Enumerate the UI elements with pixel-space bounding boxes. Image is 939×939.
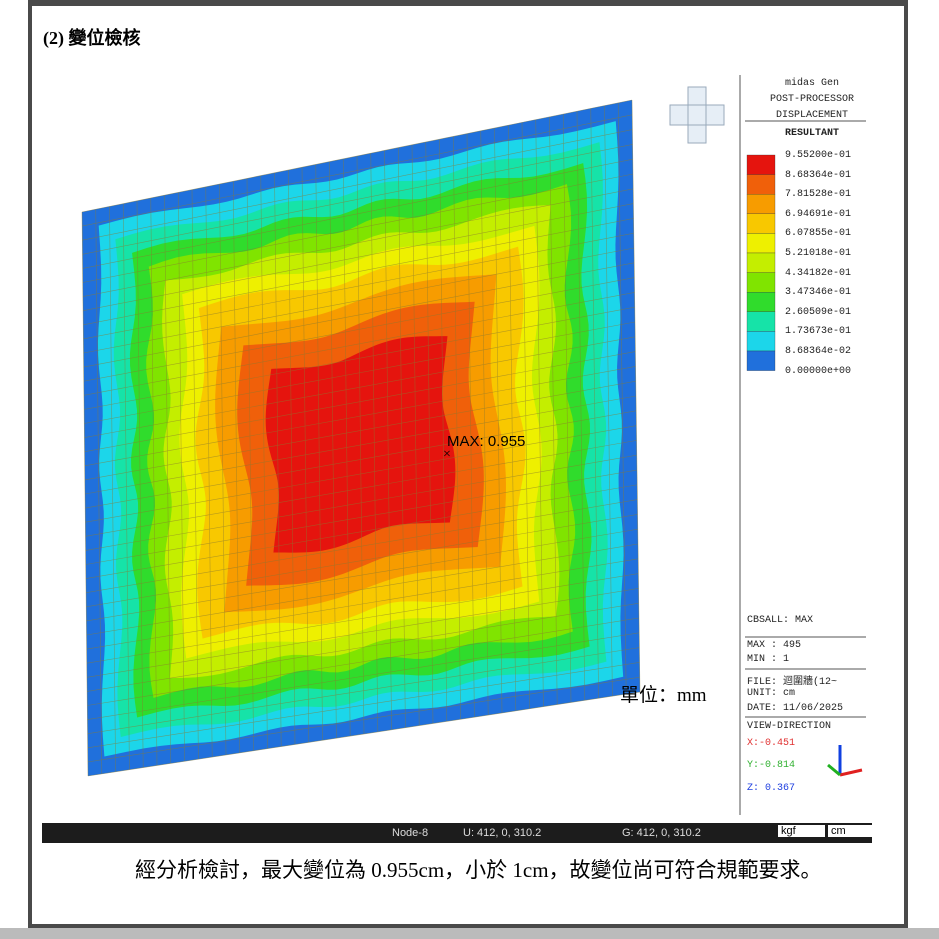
info-load-case: CBSALL: MAX: [747, 615, 814, 626]
mesh: [81, 99, 641, 777]
legend-label: 5.21018e-01: [785, 248, 852, 259]
legend-band: [746, 331, 776, 352]
bottom-bar: [0, 928, 939, 939]
force-unit[interactable]: kgf: [778, 825, 825, 837]
mesh-line: [87, 632, 640, 720]
max-label: MAX: 0.955: [447, 433, 526, 450]
unit-label: 單位：mm: [620, 685, 707, 706]
mesh-line: [85, 484, 638, 579]
legend-label: 2.60509e-01: [785, 306, 852, 318]
legend-label: 1.73673e-01: [785, 326, 852, 338]
section-title: (2) 變位檢核: [43, 28, 141, 48]
mesh-line: [82, 173, 634, 283]
mesh-line: [84, 395, 637, 495]
mesh-line: [84, 336, 636, 438]
legend-band: [746, 154, 776, 175]
legend-label: 0.00000e+00: [785, 365, 852, 377]
legend-label: 6.94691e-01: [785, 208, 852, 220]
mesh-line: [84, 351, 636, 452]
legend-label: 8.68364e-01: [785, 169, 852, 181]
legend-label: 8.68364e-02: [785, 346, 852, 357]
legend-band: [746, 311, 776, 332]
info-view-title: VIEW-DIRECTION: [747, 721, 832, 732]
contour: [82, 100, 640, 776]
legend-band: [746, 233, 776, 254]
mesh-line: [86, 588, 639, 678]
info-min: MIN : 1: [747, 654, 790, 665]
length-unit[interactable]: cm: [828, 825, 873, 837]
legend-band: [746, 194, 776, 214]
mesh-line: [83, 277, 635, 382]
legend-band: [746, 292, 776, 312]
legend-label: 3.47346e-01: [785, 287, 852, 299]
mesh-line: [83, 247, 635, 354]
mesh-line: [85, 454, 637, 551]
info-z: Z: 0.367: [747, 783, 796, 794]
legend-title-line: DISPLACEMENT: [775, 110, 848, 121]
legend-label: 7.81528e-01: [785, 189, 852, 201]
mesh-line: [87, 662, 640, 749]
mesh-line: [83, 218, 634, 326]
max-marker: ×: [443, 447, 451, 462]
status-u: U: 412, 0, 310.2: [463, 827, 542, 839]
mesh-line: [84, 306, 635, 410]
mesh-line: [87, 676, 640, 763]
status-node: Node-8: [392, 827, 429, 839]
mesh-line: [84, 380, 636, 481]
mesh-line: [87, 647, 640, 734]
mesh-line: [82, 188, 634, 297]
mesh-line: [87, 691, 641, 777]
mesh-line: [85, 440, 637, 537]
mesh-line: [82, 144, 633, 255]
legend-title-line: POST-PROCESSOR: [769, 94, 854, 105]
axis-triad: [827, 745, 863, 777]
legend-label: 6.07855e-01: [785, 228, 852, 240]
mesh-line: [83, 292, 635, 396]
mesh-line: [83, 232, 634, 340]
mesh-line: [85, 410, 637, 509]
mesh-line: [82, 158, 633, 269]
legend-band: [746, 174, 776, 195]
mesh-line: [86, 499, 638, 593]
mesh-line: [84, 321, 636, 424]
mesh-line: [86, 514, 638, 608]
status-bar: [42, 823, 872, 843]
legend-band: [746, 213, 776, 234]
mesh-line: [82, 114, 633, 227]
info-max: MAX : 495: [747, 640, 802, 651]
mesh-line: [85, 469, 638, 565]
info-date: DATE: 11/06/2025: [747, 703, 844, 714]
status-g: G: 412, 0, 310.2: [622, 827, 701, 839]
mesh-line: [87, 617, 640, 706]
info-y: Y:-0.814: [747, 760, 796, 771]
frame: [28, 0, 908, 928]
legend-title-line: midas Gen: [784, 78, 839, 89]
view-cube: [669, 86, 725, 144]
paragraph: 經分析檢討，最大變位為 0.955cm，小於 1cm，故變位尚可符合規範要求。: [135, 858, 822, 882]
mesh-line: [87, 602, 639, 692]
legend-label: 9.55200e-01: [785, 150, 852, 161]
legend-label: 4.34182e-01: [785, 267, 852, 279]
info-file: FILE: 迴圍牆(12~: [747, 677, 838, 688]
legend-band: [746, 350, 776, 371]
mesh-line: [82, 129, 633, 241]
mesh-line: [83, 262, 635, 368]
legend-band: [746, 272, 776, 293]
mesh-line: [86, 558, 639, 650]
info-unit: UNIT: cm: [747, 688, 796, 699]
legend-component: RESULTANT: [784, 128, 839, 139]
legend-band: [746, 252, 776, 273]
mesh-line: [85, 425, 637, 523]
mesh-line: [86, 528, 638, 622]
mesh-line: [86, 573, 639, 664]
mesh-line: [82, 203, 634, 311]
mesh-line: [86, 543, 639, 636]
info-x: X:-0.451: [747, 738, 796, 749]
mesh-line: [84, 366, 636, 467]
mesh-line: [81, 99, 633, 213]
